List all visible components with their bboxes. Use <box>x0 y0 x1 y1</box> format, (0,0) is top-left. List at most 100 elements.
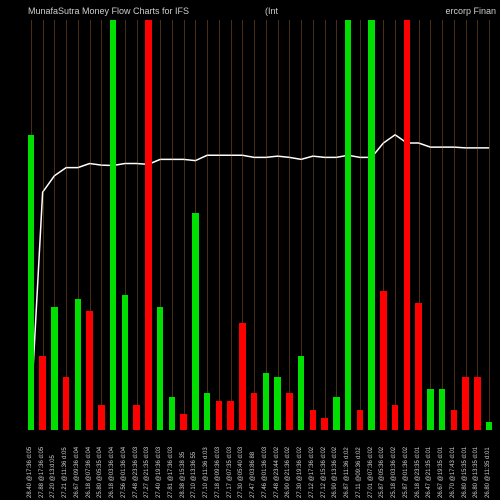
title-left: MunafaSutra Money Flow Charts for IFS <box>28 6 189 16</box>
bar-down <box>415 303 421 430</box>
x-tick-label: 26.18 @23:35 d:01 <box>415 447 421 498</box>
x-tick-label: 26.90 @21:36 d:02 <box>285 447 291 498</box>
bar-down <box>86 311 92 430</box>
grid-line <box>254 20 255 430</box>
bar-down <box>133 405 139 430</box>
grid-line <box>454 20 455 430</box>
grid-line <box>325 20 326 430</box>
bar-up <box>368 20 374 430</box>
bar-down <box>310 410 316 431</box>
grid-line <box>489 20 490 430</box>
grid-line <box>289 20 290 430</box>
x-tick-label: 27.40 @19:36 d:03 <box>156 447 162 498</box>
x-tick-label: 27.46 @01:36 d:03 <box>262 447 268 498</box>
bar-up <box>122 295 128 430</box>
x-tick-label: 25.18 @03:36 d:02 <box>391 447 397 498</box>
bar-down <box>39 356 45 430</box>
grid-line <box>477 20 478 430</box>
bar-down <box>63 377 69 430</box>
bar-down <box>286 393 292 430</box>
bar-up <box>345 20 351 430</box>
grid-line <box>278 20 279 430</box>
bar-down <box>357 410 363 431</box>
bar-down <box>251 393 257 430</box>
x-axis-labels: 28.40 @17:36 d:05 27.88 @17:36 d:05 27.20 … <box>25 430 495 500</box>
bar-up <box>169 397 175 430</box>
x-tick-label: 27.10 @11:36 d:03 <box>203 447 209 498</box>
money-flow-chart <box>25 20 495 430</box>
x-tick-label: 26.87 @11:36 d:02 <box>344 447 350 498</box>
bar-up <box>439 389 445 430</box>
x-tick-label: 26.90 @13:36 d:02 <box>332 447 338 498</box>
x-tick-label: 27.88 @17:36 d:05 <box>39 447 45 498</box>
bar-up <box>204 393 210 430</box>
x-tick-label: 26.67 @09:36 d:04 <box>74 447 80 498</box>
x-tick-label: 26.47 @21:35 d:01 <box>426 447 432 498</box>
x-tick-label: 26.18 @03:36 d:04 <box>109 447 115 498</box>
x-tick-label: 27.48 @23:44 d:02 <box>274 447 280 498</box>
x-tick-label: 27.01 @07:36 d:02 <box>368 447 374 498</box>
x-tick-label: 27.56 @01:36 d:04 <box>121 447 127 498</box>
grid-line <box>395 20 396 430</box>
grid-line <box>442 20 443 430</box>
x-tick-label: 28.40 @17:36 d:05 <box>27 447 33 498</box>
x-tick-label: 25.80 @05:35 d:04 <box>97 447 103 498</box>
bar-up <box>274 377 280 430</box>
grid-line <box>266 20 267 430</box>
grid-line <box>207 20 208 430</box>
x-tick-label: 27.10 @13:36 55 <box>191 452 197 498</box>
bar-up <box>333 397 339 430</box>
x-tick-label: 27.11 @09:36 d:02 <box>356 447 362 498</box>
bar-up <box>75 299 81 430</box>
bar-down <box>180 414 186 430</box>
x-tick-label: 27.47 @03:86 88 <box>250 452 256 498</box>
bar-up <box>51 307 57 430</box>
bar-down <box>145 20 151 430</box>
bar-up <box>28 135 34 430</box>
x-tick-label: 27.30 @05:40 d:03 <box>238 447 244 498</box>
bar-down <box>404 20 410 430</box>
bar-down <box>321 418 327 430</box>
x-tick-label: 27.20 @13:d:05 <box>50 455 56 498</box>
title-mid: (Int <box>265 6 278 16</box>
x-tick-label: 28.38 @15:38 35 <box>180 452 186 498</box>
moving-average-line <box>25 20 495 430</box>
bar-up <box>298 356 304 430</box>
grid-line <box>172 20 173 430</box>
grid-line <box>336 20 337 430</box>
x-tick-label: 27.18 @09:36 d:03 <box>215 447 221 498</box>
title-right: ercorp Finan <box>445 6 496 16</box>
x-tick-label: 25.87 @05:36 d:02 <box>379 447 385 498</box>
bar-up <box>427 389 433 430</box>
bar-down <box>380 291 386 430</box>
x-tick-label: 26.80 @11:35 d:01 <box>485 447 491 498</box>
bar-up <box>110 20 116 430</box>
bar-up <box>263 373 269 430</box>
grid-line <box>219 20 220 430</box>
grid-line <box>430 20 431 430</box>
x-tick-label: 26.80 @13:35 d:01 <box>473 447 479 498</box>
bar-up <box>486 422 492 430</box>
bar-down <box>462 377 468 430</box>
x-tick-label: 27.21 @11:36 d:05 <box>62 447 68 498</box>
x-tick-label: 26.18 @07:36 d:04 <box>86 447 92 498</box>
x-tick-label: 26.67 @19:35 d:01 <box>438 447 444 498</box>
x-tick-label: 26.70 @17:43 d:01 <box>450 447 456 498</box>
x-tick-label: 27.27 @21:35 d:03 <box>144 447 150 498</box>
grid-line <box>184 20 185 430</box>
bar-down <box>451 410 457 431</box>
grid-line <box>360 20 361 430</box>
x-tick-label: 25.87 @01:36 d:02 <box>403 447 409 498</box>
grid-line <box>466 20 467 430</box>
bar-up <box>192 213 198 430</box>
x-tick-label: 27.17 @07:35 d:03 <box>227 447 233 498</box>
grid-line <box>101 20 102 430</box>
grid-line <box>66 20 67 430</box>
bar-down <box>239 323 245 430</box>
x-tick-label: 27.12 @17:36 d:02 <box>309 447 315 498</box>
x-tick-label: 27.48 @23:36 d:03 <box>133 447 139 498</box>
bar-up <box>157 307 163 430</box>
bar-down <box>227 401 233 430</box>
bar-down <box>392 405 398 430</box>
x-tick-label: 27.30 @19:36 d:02 <box>297 447 303 498</box>
